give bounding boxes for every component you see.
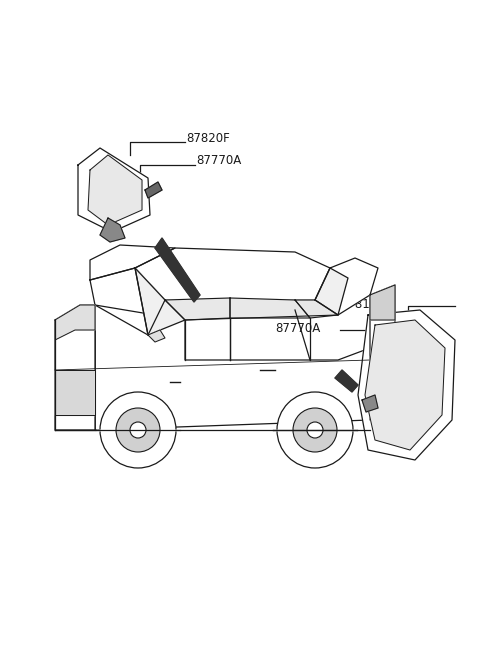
Circle shape [130,422,146,438]
Polygon shape [155,238,200,302]
Polygon shape [148,330,165,342]
Circle shape [277,392,353,468]
Polygon shape [88,155,142,225]
Circle shape [293,408,337,452]
Circle shape [100,392,176,468]
Polygon shape [100,218,125,242]
Polygon shape [365,320,445,450]
Text: 87770A: 87770A [275,322,320,335]
Polygon shape [55,305,95,340]
Polygon shape [135,248,330,300]
Text: 87770A: 87770A [196,155,241,168]
Polygon shape [145,182,162,198]
Polygon shape [295,300,338,318]
Polygon shape [55,370,95,415]
Polygon shape [78,148,150,232]
Polygon shape [315,258,378,315]
Polygon shape [370,285,395,320]
Polygon shape [230,298,310,318]
Text: 87820F: 87820F [186,132,230,145]
Polygon shape [55,305,95,430]
Polygon shape [135,268,185,335]
Polygon shape [370,285,395,420]
Circle shape [116,408,160,452]
Polygon shape [362,395,378,412]
Polygon shape [95,305,370,430]
Polygon shape [90,268,148,335]
Polygon shape [358,310,455,460]
Polygon shape [90,245,175,280]
Polygon shape [335,370,358,392]
Polygon shape [165,298,230,320]
Circle shape [307,422,323,438]
Text: 87810F: 87810F [340,299,384,312]
Polygon shape [315,268,348,315]
